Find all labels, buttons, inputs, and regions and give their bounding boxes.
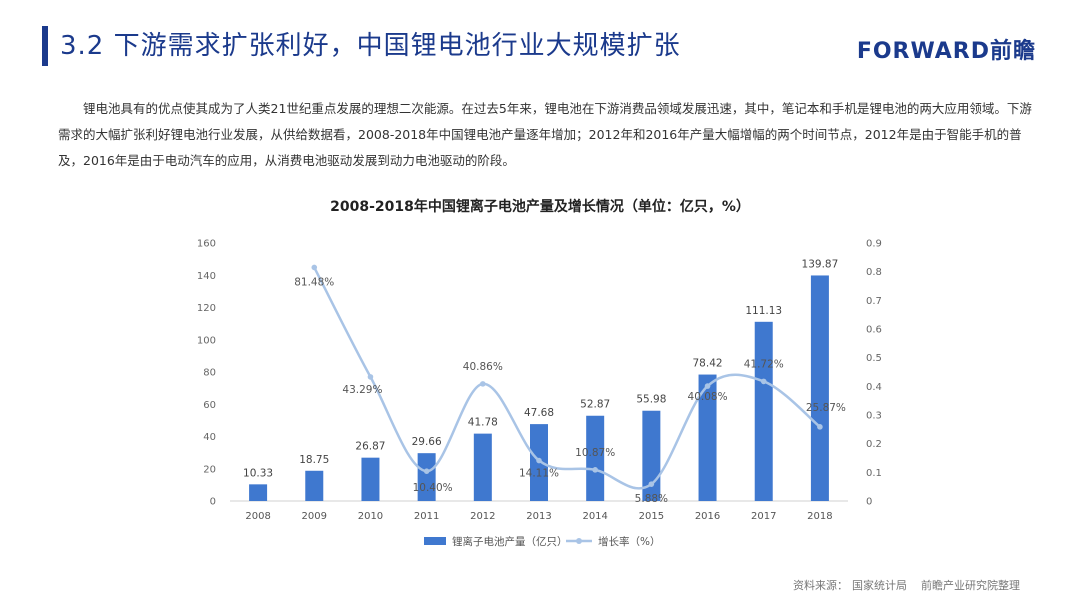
y-right-tick-label: 0.4 [866, 382, 882, 393]
line-value-label: 40.08% [688, 391, 728, 403]
bar [586, 415, 605, 501]
legend-bar-swatch [424, 537, 446, 545]
growth-point [423, 468, 430, 474]
header-accent-bar [42, 26, 48, 66]
line-value-label: 43.29% [342, 384, 382, 396]
bar-series [249, 275, 829, 501]
source-label: 资料来源： [793, 579, 848, 592]
x-tick-label: 2013 [526, 511, 551, 522]
y-left-tick-label: 120 [197, 303, 216, 314]
bar-value-label: 139.87 [802, 258, 839, 270]
growth-point [760, 378, 767, 385]
growth-line [313, 266, 821, 490]
bar-value-label: 26.87 [355, 441, 385, 453]
bar [249, 484, 268, 501]
line-value-label: 40.86% [463, 361, 503, 373]
y-left-tick-label: 80 [203, 368, 216, 379]
x-tick-label: 2009 [302, 511, 327, 522]
bar [361, 457, 380, 501]
growth-point [480, 381, 486, 387]
y-right-tick-label: 0.9 [866, 239, 882, 250]
growth-point [648, 481, 655, 487]
line-value-label: 14.11% [519, 468, 559, 480]
y-right-tick-label: 0.7 [866, 296, 882, 307]
source-2: 前瞻产业研究院整理 [921, 579, 1020, 592]
line-value-label: 10.40% [413, 482, 453, 494]
x-tick-label: 2016 [695, 511, 720, 522]
y-left-tick-label: 140 [197, 271, 216, 282]
legend-line-marker [576, 538, 582, 544]
bar-value-label: 41.78 [468, 417, 498, 429]
bar-value-labels: 10.33 18.75 26.87 29.66 41.78 47.68 52.87 55.98… [243, 258, 838, 479]
chart-axes: 0 20 40 60 80 100 120 140 160 0 0.1 0.2 0.3 0.4 0.5 0.6… [197, 239, 882, 523]
growth-point [367, 374, 374, 380]
brand-logo: FORWARD前瞻 [856, 39, 1036, 64]
source-1: 国家统计局 [852, 579, 907, 592]
growth-point [536, 457, 542, 464]
bar-value-label: 55.98 [636, 394, 666, 406]
bar [305, 470, 324, 501]
bar-value-label: 47.68 [524, 407, 554, 419]
y-left-tick-label: 60 [203, 400, 216, 411]
y-right-tick-label: 0 [866, 497, 872, 508]
intro-paragraph: 锂电池具有的优点使其成为了人类21世纪重点发展的理想二次能源。在过去5年来，锂电… [58, 101, 1032, 168]
x-tick-label: 2008 [245, 511, 270, 522]
bar [698, 374, 717, 501]
bar [417, 453, 436, 501]
line-value-label: 41.72% [744, 358, 784, 370]
y-right-tick-label: 0.6 [866, 325, 882, 336]
x-tick-label: 2010 [358, 511, 383, 522]
x-tick-label: 2018 [807, 511, 832, 522]
line-series [311, 264, 823, 490]
y-right-tick-label: 0.5 [866, 353, 882, 364]
x-tick-label: 2014 [582, 511, 607, 522]
bar [754, 321, 773, 501]
y-left-tick-label: 20 [203, 464, 216, 475]
line-value-label: 81.48% [294, 276, 334, 288]
growth-point [592, 467, 598, 473]
bar [810, 275, 829, 501]
line-value-labels: 81.48% 43.29% 10.40% 40.86% 14.11% 10.87% 5.88… [294, 276, 846, 505]
combo-chart: 0 20 40 60 80 100 120 140 160 0 0.1 0.2 0.3 0.4 0.5 0.6… [197, 239, 882, 549]
bar-value-label: 10.33 [243, 467, 273, 479]
y-left-tick-label: 160 [197, 239, 216, 250]
chart-legend: 锂离子电池产量（亿只） 增长率（%） [424, 535, 660, 548]
bar-value-label: 52.87 [580, 399, 610, 411]
y-right-tick-label: 0.2 [866, 439, 882, 450]
x-tick-label: 2011 [414, 511, 439, 522]
x-tick-label: 2017 [751, 511, 776, 522]
legend-bar-label: 锂离子电池产量（亿只） [452, 535, 568, 548]
line-value-label: 25.87% [806, 402, 846, 414]
chart-title: 2008-2018年中国锂离子电池产量及增长情况（单位：亿只，%） [330, 199, 750, 215]
y-right-tick-label: 0.8 [866, 267, 882, 278]
y-right-tick-label: 0.1 [866, 468, 882, 479]
bar-value-label: 111.13 [745, 305, 782, 317]
growth-point [704, 383, 711, 389]
data-source: 资料来源： 国家统计局 前瞻产业研究院整理 [793, 577, 1020, 593]
y-left-tick-label: 0 [210, 497, 216, 508]
bar [473, 433, 492, 501]
line-value-label: 10.87% [575, 447, 615, 459]
y-left-tick-label: 40 [203, 432, 216, 443]
y-right-tick-label: 0.3 [866, 411, 882, 422]
bar-value-label: 29.66 [412, 436, 442, 448]
bar-value-label: 78.42 [693, 358, 723, 370]
growth-point [817, 424, 823, 430]
page-title: 3.2 下游需求扩张利好，中国锂电池行业大规模扩张 [60, 31, 681, 61]
bar-value-label: 18.75 [299, 454, 329, 466]
growth-point [311, 264, 318, 271]
x-tick-label: 2015 [639, 511, 664, 522]
legend-line-label: 增长率（%） [598, 535, 660, 548]
x-tick-label: 2012 [470, 511, 495, 522]
y-left-tick-label: 100 [197, 335, 216, 346]
line-value-label: 5.88% [635, 493, 668, 505]
